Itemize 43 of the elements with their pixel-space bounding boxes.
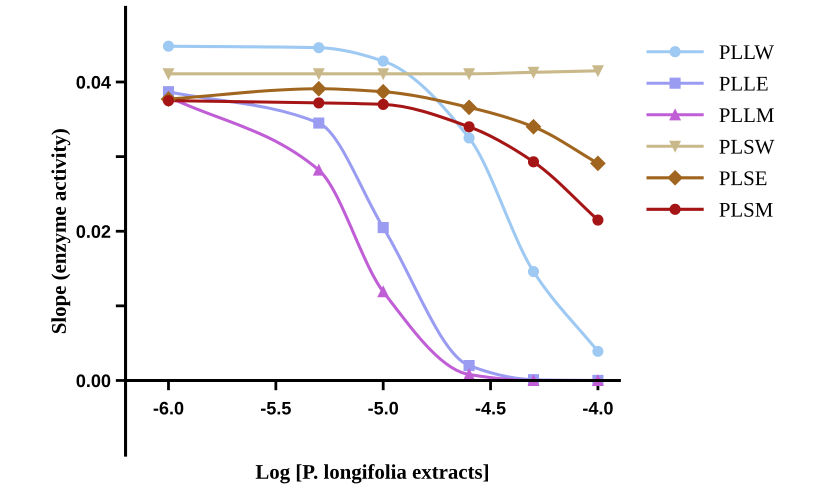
point	[528, 156, 540, 168]
x-tick-label: -6.0	[154, 402, 184, 415]
legend-label: PLLE	[719, 76, 768, 91]
x-tick-label: -5.0	[368, 402, 398, 415]
legend-label: PLSM	[719, 202, 773, 217]
point	[313, 97, 324, 108]
point	[378, 56, 389, 67]
legend-label: PLSE	[719, 171, 766, 186]
y-tick-label: 0.04	[76, 76, 111, 89]
point	[313, 42, 324, 54]
point	[378, 68, 389, 80]
y-tick-label: 0.02	[76, 225, 110, 238]
point	[464, 68, 475, 80]
point	[378, 222, 389, 234]
point	[462, 100, 477, 115]
legend-label: PLLM	[719, 108, 774, 122]
point	[313, 117, 324, 129]
x-tick-label: -4.0	[583, 402, 613, 415]
legend-label: PLSW	[719, 140, 774, 154]
point	[378, 286, 389, 298]
x-tick-label: -4.5	[476, 402, 506, 415]
y-tick-label: 0.00	[76, 374, 110, 388]
point	[526, 119, 542, 134]
point	[528, 66, 540, 78]
x-tick-label: -5.5	[260, 402, 291, 415]
point	[378, 98, 389, 110]
point	[528, 266, 540, 278]
point	[592, 65, 604, 76]
legend-label: PLLW	[719, 45, 774, 60]
y-axis-title: Slope (enzyme activity)	[51, 129, 70, 334]
point	[313, 164, 324, 176]
point	[592, 214, 604, 226]
point	[376, 84, 391, 100]
point	[162, 68, 174, 80]
x-axis-title: Log [P. longifolia extracts]	[256, 464, 488, 484]
point	[311, 81, 326, 96]
point	[464, 360, 475, 372]
point	[592, 346, 604, 357]
point	[464, 121, 475, 132]
point	[464, 132, 475, 144]
point	[162, 40, 174, 52]
point	[313, 68, 324, 80]
point	[590, 156, 606, 171]
